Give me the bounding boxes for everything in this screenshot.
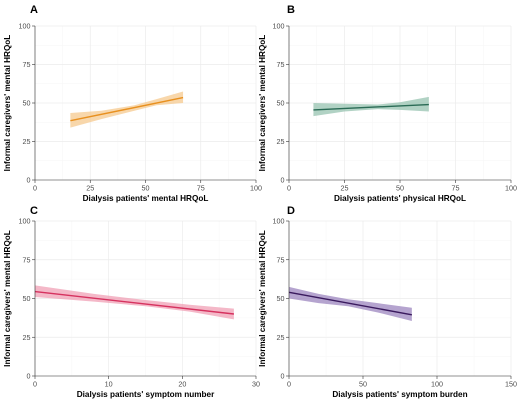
y-tick-label: 75 <box>277 60 285 69</box>
x-tick-label: 0 <box>287 184 291 193</box>
regression-line <box>70 96 184 122</box>
y-tick-label: 0 <box>281 176 285 185</box>
y-tick-label: 75 <box>277 255 285 264</box>
x-tick-label: 0 <box>33 184 37 193</box>
regression-line <box>34 290 234 315</box>
panel-label: A <box>30 4 38 16</box>
x-tick-label: 50 <box>142 184 150 193</box>
x-tick-label: 100 <box>505 184 517 193</box>
x-tick-label: 50 <box>396 184 404 193</box>
x-tick-label: 75 <box>197 184 205 193</box>
panel-label: B <box>287 4 295 16</box>
x-tick-label: 0 <box>33 380 37 389</box>
y-tick-label: 50 <box>277 99 285 108</box>
x-tick-label: 0 <box>287 380 291 389</box>
y-tick-label: 75 <box>23 60 31 69</box>
x-axis-title: Dialysis patients' mental HRQoL <box>83 194 209 203</box>
x-tick-label: 100 <box>250 184 262 193</box>
panel-b: 0 25 50 75 100 0 25 50 75 100 Dialysis patients' p… <box>258 4 517 203</box>
y-tick-label: 25 <box>23 333 31 342</box>
panel-label: C <box>30 205 38 217</box>
y-tick-label: 100 <box>273 22 285 31</box>
x-tick-label: 100 <box>431 380 443 389</box>
x-axis-title: Dialysis patients' symptom burden <box>332 390 467 399</box>
x-tick-label: 150 <box>505 380 517 389</box>
x-tick-label: 10 <box>105 380 113 389</box>
y-tick-label: 100 <box>19 22 31 31</box>
y-tick-label: 25 <box>23 137 31 146</box>
y-tick-label: 0 <box>27 176 31 185</box>
x-axis-title: Dialysis patients' physical HRQoL <box>334 194 466 203</box>
y-tick-label: 50 <box>23 99 31 108</box>
y-tick-label: 0 <box>27 372 31 381</box>
x-tick-label: 20 <box>178 380 186 389</box>
panel-label: D <box>287 205 295 217</box>
panel-a: 0 25 50 75 100 0 25 50 75 100 Dialysis patients' m… <box>3 4 262 203</box>
y-axis-title: Informal caregivers' mental HRQoL <box>258 230 267 367</box>
y-tick-label: 0 <box>281 372 285 381</box>
y-tick-label: 100 <box>273 217 285 226</box>
y-tick-label: 25 <box>277 137 285 146</box>
y-tick-label: 75 <box>23 255 31 264</box>
x-tick-label: 25 <box>86 184 94 193</box>
x-tick-label: 25 <box>341 184 349 193</box>
x-tick-label: 30 <box>252 380 260 389</box>
y-axis-title: Informal caregivers' mental HRQoL <box>3 230 12 367</box>
confidence-band <box>313 96 429 117</box>
y-tick-label: 25 <box>277 333 285 342</box>
x-tick-label: 75 <box>452 184 460 193</box>
regression-line <box>288 291 412 316</box>
regression-line <box>313 103 429 111</box>
x-tick-label: 50 <box>359 380 367 389</box>
y-tick-label: 50 <box>277 294 285 303</box>
x-axis-title: Dialysis patients' symptom number <box>77 390 215 399</box>
y-axis-title: Informal caregivers' mental HRQoL <box>3 35 12 172</box>
panel-c: 0 10 20 30 0 25 50 75 100 Dialysis patients' symp… <box>3 205 260 399</box>
y-axis-title: Informal caregivers' mental HRQoL <box>258 35 267 172</box>
y-tick-label: 100 <box>19 217 31 226</box>
y-tick-label: 50 <box>23 294 31 303</box>
